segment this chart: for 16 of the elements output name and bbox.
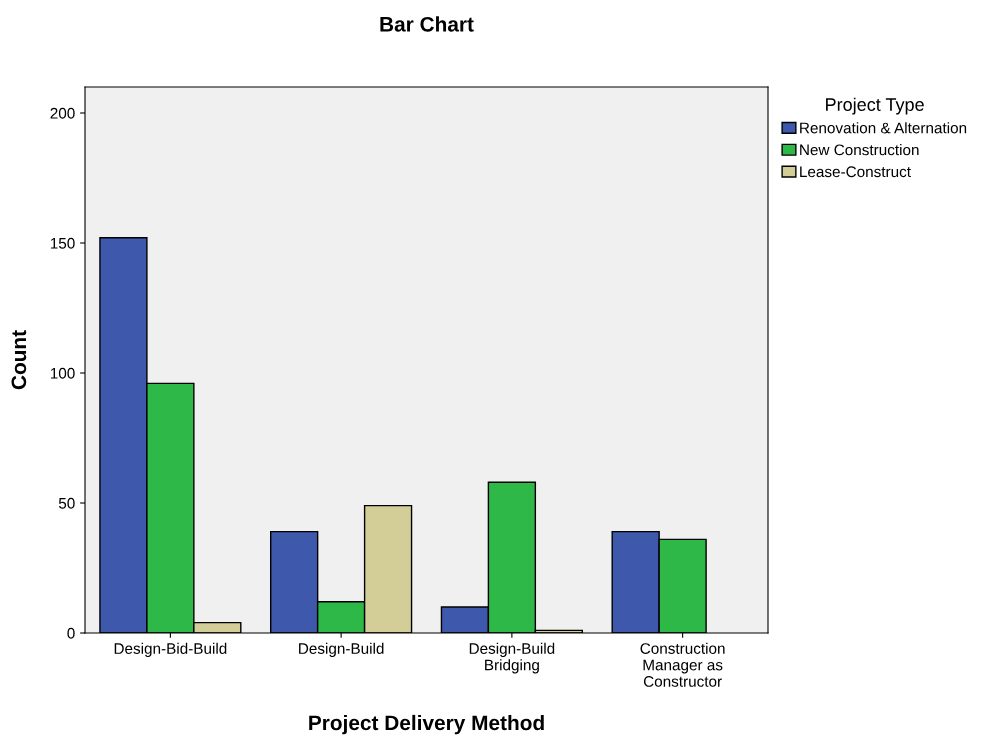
x-tick-label: Design-Build (299, 642, 384, 657)
legend-label: Lease-Construct (800, 166, 911, 178)
legend-label: New Construction (800, 144, 919, 156)
y-tick-label: 50 (58, 497, 75, 509)
chart-title: Bar Chart (380, 16, 474, 32)
y-axis-title: Count (11, 330, 27, 390)
y-tick-label: 150 (50, 237, 75, 249)
x-tick-label: Construction Manager as Constructor (640, 642, 725, 687)
legend-title: Project Type (826, 97, 924, 115)
legend-label: Renovation & Alternation (800, 122, 967, 134)
y-tick-label: 100 (50, 367, 75, 379)
x-tick-label: Design-Build Bridging (469, 642, 555, 674)
x-tick-label: Design-Bid-Build (114, 642, 227, 657)
x-axis-title: Project Delivery Method (309, 714, 544, 735)
y-tick-label: 200 (50, 107, 75, 119)
y-tick-label: 0 (67, 627, 75, 639)
